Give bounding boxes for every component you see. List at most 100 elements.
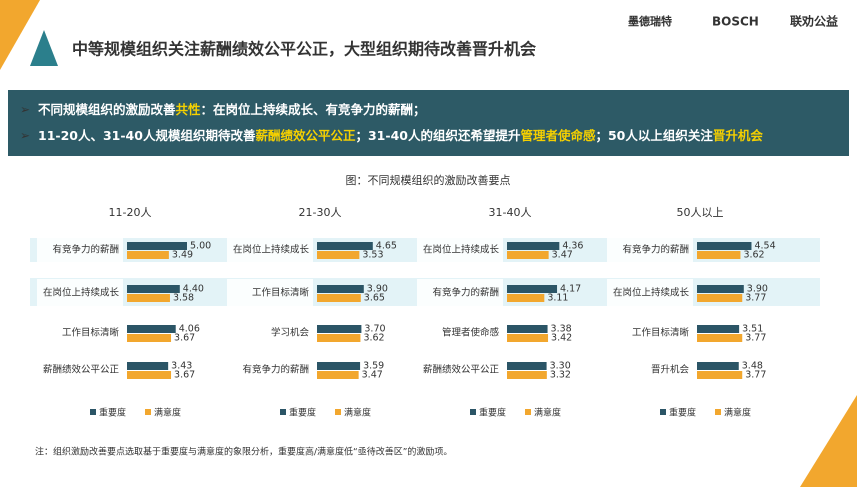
value-label: 3.32 (550, 370, 571, 381)
bar (317, 242, 373, 250)
value-label: 4.06 (179, 324, 200, 335)
category-box (607, 356, 693, 384)
category-label: 有竞争力的薪酬 (622, 244, 689, 256)
category-box (227, 236, 313, 264)
bar (127, 251, 169, 259)
value-label: 3.77 (745, 293, 766, 304)
bar (697, 325, 740, 333)
legend-label: 满意度 (344, 407, 371, 419)
value-label: 3.49 (172, 250, 193, 261)
banner-segment: ：在岗位上持续成长、有竞争力的薪酬； (201, 102, 426, 117)
value-label: 3.62 (363, 333, 384, 344)
value-label: 4.65 (376, 241, 397, 252)
value-label: 3.58 (173, 293, 194, 304)
legend-swatch (525, 409, 531, 415)
category-label: 有竞争力的薪酬 (52, 244, 119, 256)
bar (317, 362, 361, 370)
bar (317, 285, 364, 293)
legend-swatch (90, 409, 96, 415)
value-label: 3.43 (171, 361, 192, 372)
value-label: 3.30 (550, 361, 571, 372)
bar (317, 251, 360, 259)
logo: 联劝公益 (790, 14, 838, 29)
banner-bullet: ➢ (20, 129, 30, 143)
bar (317, 325, 362, 333)
banner-segment: 共性 (176, 102, 202, 117)
legend-swatch (145, 409, 151, 415)
banner-segment: 管理者使命感 (520, 128, 596, 143)
value-label: 3.47 (362, 370, 383, 381)
value-label: 4.36 (562, 241, 583, 252)
value-label: 3.51 (742, 324, 763, 335)
legend-swatch (715, 409, 721, 415)
bar (697, 294, 743, 302)
category-label: 工作目标清晰 (632, 327, 690, 339)
banner-text: ➢ 不同规模组织的激励改善共性：在岗位上持续成长、有竞争力的薪酬； ➢ 11-20人、… (20, 102, 763, 143)
bar (507, 242, 560, 250)
bar (507, 325, 548, 333)
footnote: 注：组织激励改善要点选取基于重要度与满意度的象限分析，重要度高/满意度低“亟待改… (35, 446, 452, 458)
legend-label: 重要度 (99, 407, 126, 419)
bar (127, 294, 170, 302)
banner-bullet: ➢ (20, 103, 30, 117)
category-label: 在岗位上持续成长 (613, 287, 690, 299)
bar (507, 362, 547, 370)
bar (507, 334, 549, 342)
legend-swatch (660, 409, 666, 415)
bar (127, 371, 172, 379)
category-box (37, 236, 123, 264)
legend-swatch (470, 409, 476, 415)
category-box (417, 356, 503, 384)
category-box (607, 236, 693, 264)
value-label: 3.48 (742, 361, 763, 372)
category-label: 管理者使命感 (442, 327, 500, 339)
bar (507, 371, 547, 379)
banner-segment: 11-20人、31-40人规模组织期待改善 (38, 128, 256, 143)
bar (317, 371, 359, 379)
bar (127, 285, 180, 293)
category-label: 有竞争力的薪酬 (242, 364, 309, 376)
value-label: 3.90 (367, 284, 388, 295)
bar (317, 294, 361, 302)
bar (507, 285, 558, 293)
category-label: 工作目标清晰 (62, 327, 120, 339)
category-label: 在岗位上持续成长 (423, 244, 500, 256)
banner-segment: ；50人以上组织关注 (595, 128, 713, 143)
banner-line: 不同规模组织的激励改善共性：在岗位上持续成长、有竞争力的薪酬； (38, 102, 426, 117)
value-label: 3.67 (174, 333, 195, 344)
category-label: 工作目标清晰 (252, 287, 310, 299)
category-label: 在岗位上持续成长 (43, 287, 120, 299)
category-box (417, 279, 503, 307)
bar (127, 242, 187, 250)
bar (697, 251, 741, 259)
category-box (37, 319, 123, 347)
bar (697, 334, 743, 342)
category-box (607, 319, 693, 347)
value-label: 3.77 (745, 333, 766, 344)
legend-swatch (335, 409, 341, 415)
value-label: 4.17 (560, 284, 581, 295)
banner-segment: 薪酬绩效公平公正 (255, 128, 356, 143)
value-label: 3.77 (745, 370, 766, 381)
bar (697, 285, 744, 293)
legend-label: 满意度 (154, 407, 181, 419)
value-label: 3.67 (174, 370, 195, 381)
value-label: 3.38 (551, 324, 572, 335)
chart-title: 21-30人 (299, 206, 342, 219)
legend-label: 满意度 (534, 407, 561, 419)
legend-label: 重要度 (669, 407, 696, 419)
category-box (227, 319, 313, 347)
banner-segment: 不同规模组织的激励改善 (38, 102, 176, 117)
chart-title: 11-20人 (109, 206, 152, 219)
bar (697, 362, 739, 370)
category-label: 在岗位上持续成长 (233, 244, 310, 256)
value-label: 3.59 (363, 361, 384, 372)
slide-title: 中等规模组织关注薪酬绩效公平公正，大型组织期待改善晋升机会 (72, 40, 536, 59)
banner-line: 11-20人、31-40人规模组织期待改善薪酬绩效公平公正；31-40人的组织还… (38, 128, 763, 143)
corner-orange (0, 0, 40, 70)
category-box (37, 356, 123, 384)
bar (127, 325, 176, 333)
value-label: 3.53 (362, 250, 383, 261)
legend-label: 重要度 (479, 407, 506, 419)
